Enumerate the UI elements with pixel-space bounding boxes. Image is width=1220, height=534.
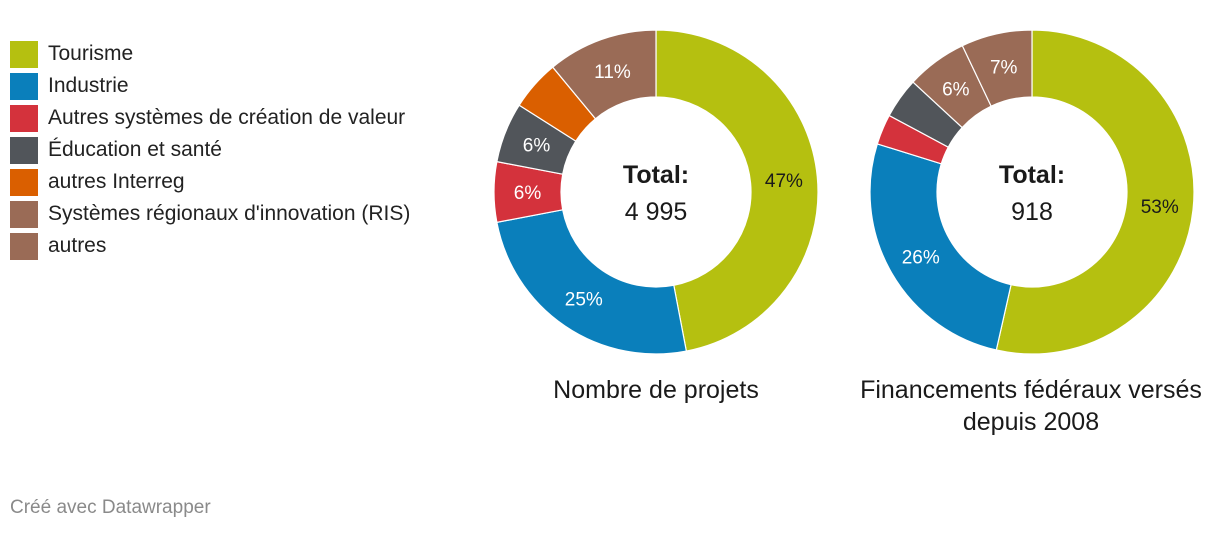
legend-label: autres bbox=[48, 234, 107, 257]
donut-slice bbox=[869, 143, 1012, 351]
legend-swatch bbox=[10, 104, 38, 132]
legend: Tourisme Industrie Autres systèmes de créa… bbox=[10, 38, 410, 262]
legend-swatch bbox=[10, 136, 38, 164]
legend-swatch bbox=[10, 40, 38, 68]
legend-swatch bbox=[10, 72, 38, 100]
slice-label: 26% bbox=[902, 247, 940, 268]
legend-item: Industrie bbox=[10, 70, 410, 102]
legend-label: Autres systèmes de création de valeur bbox=[48, 106, 406, 129]
legend-item: Systèmes régionaux d'innovation (RIS) bbox=[10, 198, 410, 230]
legend-item: autres bbox=[10, 230, 410, 262]
legend-item: Tourisme bbox=[10, 38, 410, 70]
total-label: Total: bbox=[999, 161, 1065, 189]
slice-label: 6% bbox=[514, 183, 542, 204]
slice-label: 47% bbox=[765, 171, 803, 192]
legend-label: Éducation et santé bbox=[48, 138, 222, 161]
donut-chart: 47% 25% 6% 6% 11% Total: 4 995 bbox=[493, 29, 819, 355]
legend-label: autres Interreg bbox=[48, 170, 185, 193]
legend-label: Industrie bbox=[48, 74, 129, 97]
slice-label: 6% bbox=[523, 136, 551, 157]
legend-swatch bbox=[10, 232, 38, 260]
legend-item: Autres systèmes de création de valeur bbox=[10, 102, 410, 134]
slice-label: 11% bbox=[594, 62, 631, 83]
slice-label: 25% bbox=[565, 289, 603, 310]
donut-chart: 53% 26% 6% 7% Total: 918 bbox=[869, 29, 1195, 355]
donut-slice bbox=[551, 29, 657, 120]
slice-label: 7% bbox=[990, 58, 1018, 79]
slice-label: 6% bbox=[942, 80, 970, 101]
slice-label: 53% bbox=[1141, 197, 1179, 218]
total-label: Total: bbox=[623, 161, 689, 189]
chart-title-financements: Financements fédéraux versés depuis 2008 bbox=[860, 376, 1202, 436]
donut-slice bbox=[995, 29, 1195, 355]
legend-item: Éducation et santé bbox=[10, 134, 410, 166]
legend-item: autres Interreg bbox=[10, 166, 410, 198]
total-value: 4 995 bbox=[625, 198, 688, 226]
chart-title-projets: Nombre de projets bbox=[553, 376, 759, 404]
donut-slice bbox=[961, 29, 1033, 108]
legend-swatch bbox=[10, 200, 38, 228]
donut-slice bbox=[655, 29, 819, 352]
total-value: 918 bbox=[1011, 198, 1053, 226]
legend-label: Tourisme bbox=[48, 42, 134, 65]
legend-swatch bbox=[10, 168, 38, 196]
footer-credit: Créé avec Datawrapper bbox=[10, 497, 211, 518]
donut-slice bbox=[496, 209, 688, 355]
legend-label: Systèmes régionaux d'innovation (RIS) bbox=[48, 202, 411, 225]
